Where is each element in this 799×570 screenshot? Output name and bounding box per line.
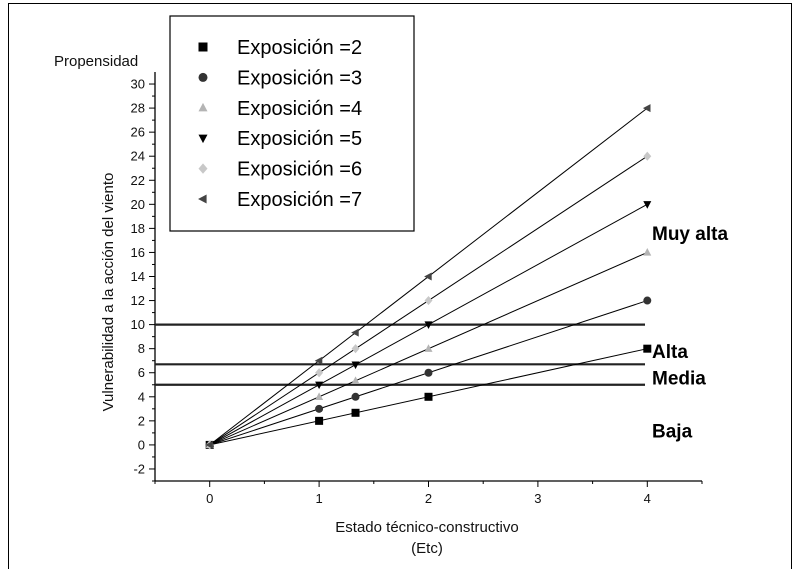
data-point <box>351 344 360 354</box>
legend-label: Exposición =5 <box>237 128 362 150</box>
data-point <box>424 344 433 352</box>
y-tick-label: 6 <box>138 365 145 380</box>
data-point <box>351 408 360 417</box>
data-point <box>424 295 433 306</box>
data-point <box>643 151 652 161</box>
threshold-lines <box>155 323 645 386</box>
data-point <box>315 392 324 400</box>
y-tick-label: 24 <box>131 149 145 164</box>
x-tick-label: 1 <box>315 491 322 506</box>
y-tick-label: 8 <box>138 341 145 356</box>
data-point <box>315 368 324 378</box>
zone-label: Baja <box>652 421 693 442</box>
legend-marker <box>198 163 208 174</box>
x-tick-label: 3 <box>534 491 541 506</box>
y-tick-label: 16 <box>131 245 145 260</box>
y-tick-label: 28 <box>131 101 145 116</box>
data-point <box>643 344 652 353</box>
data-point <box>315 404 324 413</box>
y-tick-label: 20 <box>131 197 145 212</box>
data-point <box>351 392 360 401</box>
legend-marker <box>198 134 208 144</box>
data-point <box>642 104 651 113</box>
x-tick-label: 4 <box>644 491 651 506</box>
data-point <box>424 272 432 281</box>
figure-frame <box>8 3 792 569</box>
data-point <box>424 392 433 401</box>
x-tick-label: 2 <box>425 491 432 506</box>
data-point <box>351 328 359 337</box>
legend: Exposición =2 Exposición =3 Exposición =4 E… <box>169 15 415 232</box>
y-tick-label: 18 <box>131 221 145 236</box>
data-point <box>314 356 323 365</box>
legend-marker <box>198 194 207 204</box>
legend-marker <box>198 42 208 52</box>
zone-label: Muy alta <box>652 224 728 245</box>
x-axis-title: Estado técnico-constructivo <box>335 519 518 536</box>
legend-label: Exposición =3 <box>237 67 362 89</box>
legend-marker <box>198 72 208 82</box>
data-point <box>315 381 324 390</box>
y-axis-top-label: Propensidad <box>54 53 138 70</box>
data-point <box>643 296 652 305</box>
zone-label: Media <box>652 369 706 390</box>
data-point <box>643 201 652 209</box>
data-point <box>315 416 324 425</box>
x-axis-title-2: (Etc) <box>411 540 443 557</box>
y-tick-label: 12 <box>131 293 145 308</box>
legend-box <box>169 15 415 232</box>
legend-label: Exposición =4 <box>237 98 362 120</box>
y-tick-label: 30 <box>131 77 145 92</box>
zone-label: Alta <box>652 342 688 363</box>
legend-label: Exposición =7 <box>237 189 362 211</box>
data-point <box>424 368 433 377</box>
data-point <box>643 248 652 256</box>
y-tick-label: 0 <box>138 437 145 452</box>
y-tick-label: 26 <box>131 125 145 140</box>
legend-label: Exposición =2 <box>237 37 362 59</box>
data-point <box>351 361 360 370</box>
y-tick-label: 14 <box>131 269 145 284</box>
zone-labels: Muy alta Alta Media Baja <box>652 224 728 442</box>
data-point <box>351 376 360 384</box>
y-tick-label: 10 <box>131 317 145 332</box>
y-tick-label: 2 <box>138 413 145 428</box>
x-tick-label: 0 <box>206 491 213 506</box>
y-tick-label: -2 <box>133 461 145 476</box>
data-point <box>205 440 213 449</box>
y-tick-label: 4 <box>138 389 145 404</box>
y-tick-label: 22 <box>131 173 145 188</box>
y-axis-title: Vulnerabilidad a la acción del viento <box>100 173 117 412</box>
legend-label: Exposición =6 <box>237 159 362 181</box>
legend-marker <box>198 102 208 112</box>
data-markers <box>205 104 652 450</box>
data-point <box>424 321 433 330</box>
